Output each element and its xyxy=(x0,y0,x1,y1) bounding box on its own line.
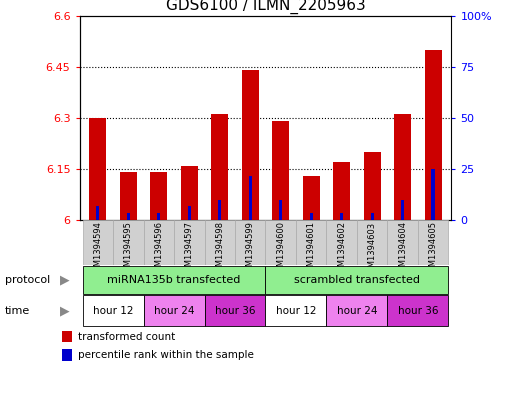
Text: GSM1394595: GSM1394595 xyxy=(124,221,133,277)
Bar xyxy=(150,173,167,220)
FancyBboxPatch shape xyxy=(83,220,113,265)
Text: GSM1394600: GSM1394600 xyxy=(276,221,285,277)
Text: GSM1394604: GSM1394604 xyxy=(398,221,407,277)
Bar xyxy=(89,118,106,220)
Text: GSM1394602: GSM1394602 xyxy=(337,221,346,277)
FancyBboxPatch shape xyxy=(144,220,174,265)
FancyBboxPatch shape xyxy=(113,220,144,265)
FancyBboxPatch shape xyxy=(205,296,266,326)
Bar xyxy=(364,152,381,220)
Text: percentile rank within the sample: percentile rank within the sample xyxy=(78,350,253,360)
FancyBboxPatch shape xyxy=(326,296,387,326)
Bar xyxy=(249,176,252,220)
Text: GSM1394598: GSM1394598 xyxy=(215,221,224,277)
FancyBboxPatch shape xyxy=(266,266,448,294)
FancyBboxPatch shape xyxy=(144,296,205,326)
Bar xyxy=(218,200,222,220)
Text: hour 12: hour 12 xyxy=(93,306,133,316)
FancyBboxPatch shape xyxy=(387,220,418,265)
Bar xyxy=(394,114,411,220)
Bar xyxy=(333,162,350,220)
Bar xyxy=(62,349,72,361)
Text: GSM1394599: GSM1394599 xyxy=(246,221,255,277)
FancyBboxPatch shape xyxy=(357,220,387,265)
Bar xyxy=(279,200,282,220)
Text: GSM1394603: GSM1394603 xyxy=(368,221,377,277)
Bar xyxy=(272,121,289,220)
Text: miRNA135b transfected: miRNA135b transfected xyxy=(107,275,241,285)
FancyBboxPatch shape xyxy=(83,266,266,294)
Text: GSM1394594: GSM1394594 xyxy=(93,221,102,277)
FancyBboxPatch shape xyxy=(205,220,235,265)
Bar xyxy=(157,213,161,220)
Bar xyxy=(425,50,442,220)
Text: hour 36: hour 36 xyxy=(215,306,255,316)
Title: GDS6100 / ILMN_2205963: GDS6100 / ILMN_2205963 xyxy=(166,0,365,15)
Text: GSM1394597: GSM1394597 xyxy=(185,221,194,277)
Text: hour 36: hour 36 xyxy=(398,306,438,316)
Text: hour 24: hour 24 xyxy=(337,306,377,316)
Bar xyxy=(127,213,130,220)
Bar xyxy=(188,206,191,220)
FancyBboxPatch shape xyxy=(83,296,144,326)
Text: GSM1394596: GSM1394596 xyxy=(154,221,163,277)
Bar xyxy=(62,331,72,342)
Text: GSM1394601: GSM1394601 xyxy=(307,221,315,277)
Bar xyxy=(242,70,259,220)
Bar xyxy=(181,165,198,220)
Bar xyxy=(370,213,374,220)
Text: GSM1394605: GSM1394605 xyxy=(429,221,438,277)
Text: ▶: ▶ xyxy=(60,304,69,318)
Text: protocol: protocol xyxy=(5,275,50,285)
Text: hour 12: hour 12 xyxy=(275,306,316,316)
Text: transformed count: transformed count xyxy=(78,332,175,342)
Bar xyxy=(401,200,404,220)
FancyBboxPatch shape xyxy=(418,220,448,265)
Text: hour 24: hour 24 xyxy=(154,306,194,316)
FancyBboxPatch shape xyxy=(326,220,357,265)
FancyBboxPatch shape xyxy=(266,220,296,265)
FancyBboxPatch shape xyxy=(387,296,448,326)
Text: scrambled transfected: scrambled transfected xyxy=(294,275,420,285)
Bar xyxy=(309,213,313,220)
FancyBboxPatch shape xyxy=(296,220,326,265)
Text: ▶: ▶ xyxy=(60,274,69,286)
Bar xyxy=(431,169,435,220)
FancyBboxPatch shape xyxy=(235,220,266,265)
Bar xyxy=(96,206,100,220)
Bar xyxy=(340,213,343,220)
Bar xyxy=(303,176,320,220)
Bar xyxy=(211,114,228,220)
FancyBboxPatch shape xyxy=(174,220,205,265)
Bar xyxy=(120,173,136,220)
Text: time: time xyxy=(5,306,30,316)
FancyBboxPatch shape xyxy=(266,296,326,326)
